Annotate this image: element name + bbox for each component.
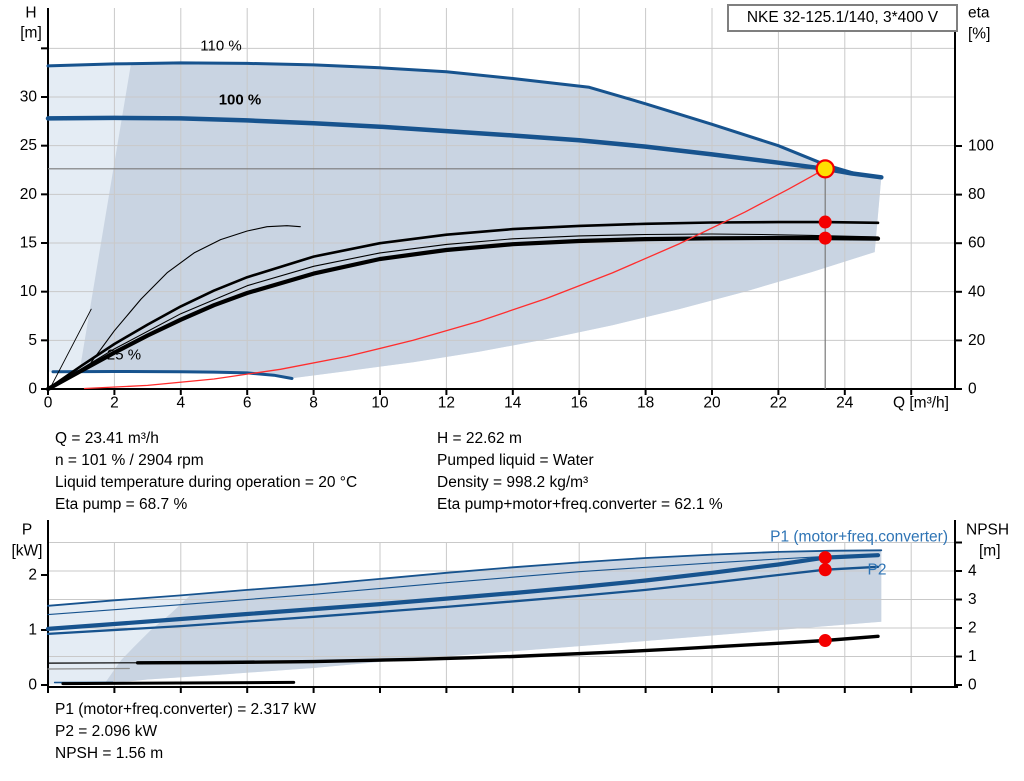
svg-text:6: 6 (243, 395, 252, 412)
svg-text:24: 24 (836, 395, 854, 412)
svg-text:NPSH: NPSH (966, 522, 1009, 539)
svg-text:25: 25 (20, 137, 37, 154)
svg-text:14: 14 (504, 395, 522, 412)
curve-label-p2: P2 (868, 562, 887, 579)
result-density: Density = 998.2 kg/m³ (437, 474, 589, 491)
curve-label-100pct: 100 % (219, 92, 262, 109)
result-text-right: H = 22.62 m Pumped liquid = Water Densit… (437, 428, 723, 516)
result-p1: P1 (motor+freq.converter) = 2.317 kW (55, 701, 317, 718)
axes (47, 520, 958, 688)
svg-text:100: 100 (968, 138, 994, 155)
pump-title: NKE 32-125.1/140, 3*400 V (746, 9, 939, 26)
svg-text:60: 60 (968, 235, 986, 252)
result-pumped-liquid: Pumped liquid = Water (437, 452, 594, 469)
svg-text:[kW]: [kW] (12, 543, 43, 560)
curve-p1-25pct (47, 667, 130, 670)
svg-text:4: 4 (176, 395, 185, 412)
result-q: Q = 23.41 m³/h (55, 430, 159, 447)
result-dot-eta-pump (818, 215, 832, 229)
envelope-inner (79, 62, 882, 379)
svg-text:30: 30 (20, 89, 38, 106)
svg-text:0: 0 (44, 395, 53, 412)
svg-text:20: 20 (703, 395, 721, 412)
svg-text:10: 10 (371, 395, 389, 412)
curve-head-110pct (46, 61, 883, 179)
svg-text:Q [m³/h]: Q [m³/h] (893, 395, 949, 412)
result-h: H = 22.62 m (437, 430, 522, 447)
svg-text:16: 16 (571, 395, 588, 412)
svg-text:1: 1 (28, 622, 37, 639)
curve-head-100pct (45, 115, 884, 180)
result-eta-pump: Eta pump = 68.7 % (55, 496, 188, 513)
svg-text:15: 15 (20, 235, 37, 252)
curve-control-curve (83, 168, 826, 390)
power-npsh-chart: 0 1 2 0 1 2 3 4 P [kW] NPSH [m] P1 (motor+freq.conve… (12, 520, 1010, 694)
result-npsh: NPSH = 1.56 m (55, 745, 164, 762)
curve-eta-total (45, 235, 881, 392)
curve-label-p1: P1 (motor+freq.converter) (770, 529, 948, 546)
curve-label-110pct: 110 % (200, 38, 241, 55)
result-dot-p2 (818, 563, 832, 577)
svg-text:20: 20 (20, 186, 38, 203)
svg-text:22: 22 (770, 395, 787, 412)
svg-text:P: P (22, 522, 32, 539)
svg-text:0: 0 (968, 677, 977, 694)
svg-text:1: 1 (968, 648, 977, 665)
curve-eta-25pct-speed (90, 225, 301, 363)
curve-eta-pump (46, 220, 880, 391)
svg-text:18: 18 (637, 395, 654, 412)
svg-text:40: 40 (968, 283, 986, 300)
curve-npsh-25pct (61, 680, 296, 686)
svg-text:0: 0 (968, 381, 977, 398)
result-text-bottom: P1 (motor+freq.converter) = 2.317 kW P2 … (55, 699, 316, 765)
svg-text:8: 8 (309, 395, 318, 412)
svg-text:eta: eta (968, 5, 990, 22)
svg-text:12: 12 (438, 395, 455, 412)
result-eta-total: Eta pump+motor+freq.converter = 62.1 % (437, 496, 723, 513)
svg-text:[m]: [m] (979, 543, 1001, 560)
svg-text:[m]: [m] (20, 25, 42, 42)
duty-point (815, 159, 835, 179)
svg-text:4: 4 (968, 563, 977, 580)
result-text-left: Q = 23.41 m³/h n = 101 % / 2904 rpm Liqu… (55, 428, 357, 516)
curve-p1-110pct (47, 549, 883, 607)
power-envelope-inner (104, 550, 882, 684)
svg-text:H: H (25, 5, 36, 22)
svg-text:2: 2 (28, 567, 37, 584)
curve-head-25pct (51, 370, 294, 380)
curve-npsh (135, 634, 880, 665)
curve-label-25pct: 25 % (107, 347, 141, 364)
result-p2: P2 = 2.096 kW (55, 723, 158, 740)
svg-text:0: 0 (28, 381, 37, 398)
svg-text:3: 3 (968, 591, 977, 608)
result-dot-eta-total (818, 231, 832, 245)
axes (47, 8, 958, 390)
svg-text:2: 2 (968, 620, 977, 637)
result-dot-npsh (818, 634, 832, 648)
curve-p2-100pct (46, 565, 880, 636)
curve-eta-pump-motor (47, 233, 879, 390)
result-speed: n = 101 % / 2904 rpm (55, 452, 204, 469)
svg-text:5: 5 (28, 332, 37, 349)
result-liquid-temp: Liquid temperature during operation = 20… (55, 474, 358, 491)
pump-title-box: NKE 32-125.1/140, 3*400 V (727, 4, 958, 32)
curve-p2-110pct (47, 554, 879, 616)
gridlines (48, 8, 955, 389)
svg-text:0: 0 (28, 677, 37, 694)
tick-labels: 0 1 2 0 1 2 3 4 P [kW] NPSH [m] (12, 522, 1010, 694)
svg-text:80: 80 (968, 186, 986, 203)
result-dot-p1 (818, 551, 832, 565)
svg-text:10: 10 (20, 283, 38, 300)
svg-text:20: 20 (968, 332, 986, 349)
curve-p1-100pct (45, 553, 881, 631)
curve-min-flow-line (49, 308, 92, 390)
svg-text:[%]: [%] (968, 26, 990, 43)
svg-text:2: 2 (110, 395, 119, 412)
